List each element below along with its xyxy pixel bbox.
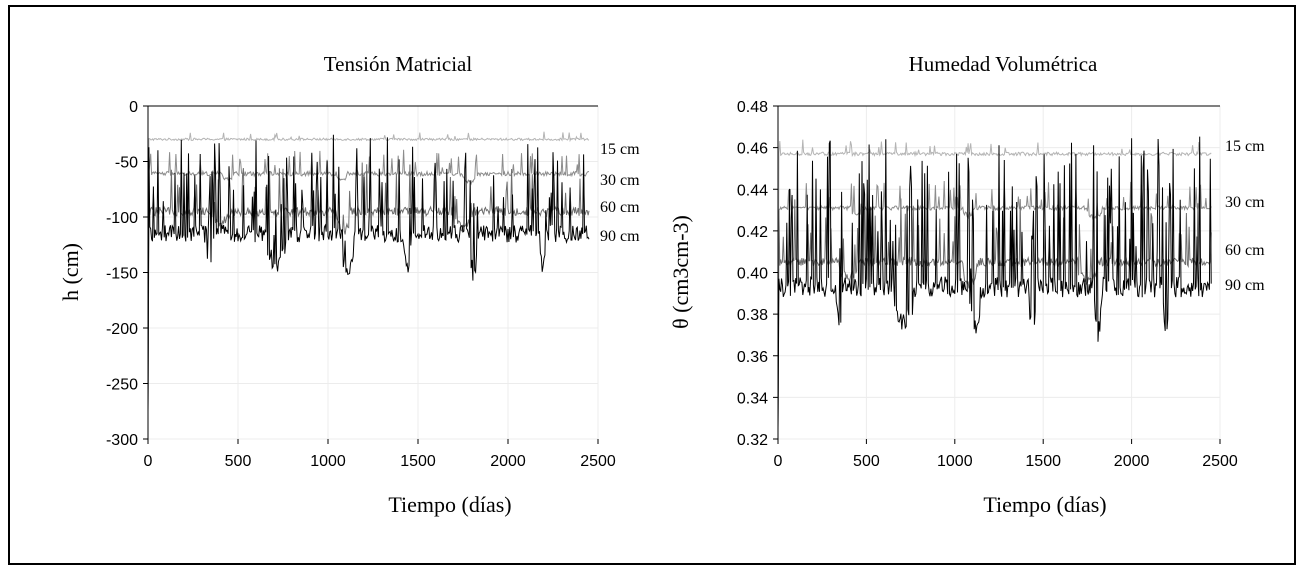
chart-tension-matricial: Tensión Matricial Tiempo (días) h (cm) 0…	[58, 52, 640, 517]
x-axis-label: Tiempo (días)	[983, 492, 1106, 517]
series-label: 30 cm	[600, 172, 640, 189]
x-tick-label: 2500	[1202, 453, 1238, 470]
y-tick-label: 0	[129, 99, 138, 116]
series-label: 90 cm	[1225, 277, 1265, 294]
series-lines	[147, 131, 590, 412]
y-tick-label: 0.34	[737, 390, 768, 407]
series-line-30cm	[777, 198, 1212, 429]
y-tick-label: 0.48	[737, 99, 768, 116]
tick-labels: 0 500 1000 1500 2000 2500 0 -50 -100 -150 -200 -250…	[106, 99, 616, 470]
x-tick-label: 1500	[400, 453, 436, 470]
y-tick-label: 0.40	[737, 266, 768, 283]
axes	[143, 105, 599, 444]
y-tick-label: -150	[106, 266, 138, 283]
chart-humedad-volumetrica: Humedad Volumétrica Tiempo (días) θ (cm3…	[668, 52, 1265, 517]
y-tick-label: 0.38	[737, 307, 768, 324]
x-tick-label: 1000	[310, 453, 346, 470]
y-axis-label: h (cm)	[58, 243, 83, 301]
series-line-15cm	[147, 134, 590, 412]
x-tick-label: 500	[853, 453, 880, 470]
series-labels: 90 cm 60 cm 30 cm 15 cm	[600, 141, 640, 245]
y-tick-label: 0.44	[737, 182, 768, 199]
series-line-90cm	[147, 131, 590, 412]
axes	[773, 105, 1221, 444]
y-axis-label: θ (cm3cm-3)	[668, 215, 693, 329]
y-tick-label: -200	[106, 321, 138, 338]
grid	[147, 105, 599, 440]
chart-title: Humedad Volumétrica	[909, 52, 1098, 76]
x-tick-label: 2000	[1114, 453, 1150, 470]
x-axis-label: Tiempo (días)	[388, 492, 511, 517]
series-label: 60 cm	[1225, 242, 1265, 259]
x-tick-label: 2500	[580, 453, 616, 470]
series-lines	[777, 136, 1212, 429]
charts-canvas: Tensión Matricial Tiempo (días) h (cm) 0…	[58, 52, 1265, 517]
series-label: 15 cm	[600, 141, 640, 158]
y-tick-label: 0.36	[737, 349, 768, 366]
x-tick-label: 0	[144, 453, 153, 470]
series-line-60cm	[147, 149, 590, 412]
series-label: 15 cm	[1225, 138, 1265, 155]
series-label: 30 cm	[1225, 194, 1265, 211]
y-tick-label: -300	[106, 432, 138, 449]
y-tick-label: 0.42	[737, 224, 768, 241]
y-tick-label: -250	[106, 377, 138, 394]
tick-labels: 0 500 1000 1500 2000 2500 0.48 0.46 0.44 0.42 0.40…	[737, 99, 1238, 470]
y-tick-label: 0.46	[737, 141, 768, 158]
y-tick-label: -100	[106, 210, 138, 227]
series-line-30cm	[147, 162, 590, 412]
series-line-90cm	[777, 139, 1212, 429]
series-line-15cm	[777, 136, 1212, 429]
series-label: 60 cm	[600, 199, 640, 216]
x-tick-label: 1000	[937, 453, 973, 470]
series-labels: 90 cm 60 cm 30 cm 15 cm	[1225, 138, 1265, 294]
series-label: 90 cm	[600, 228, 640, 245]
x-tick-label: 500	[225, 453, 252, 470]
chart-title: Tensión Matricial	[324, 52, 473, 76]
x-tick-label: 0	[774, 453, 783, 470]
y-tick-label: 0.32	[737, 432, 768, 449]
x-tick-label: 2000	[490, 453, 526, 470]
series-line-60cm	[777, 180, 1212, 429]
y-tick-label: -50	[115, 155, 138, 172]
x-tick-label: 1500	[1025, 453, 1061, 470]
